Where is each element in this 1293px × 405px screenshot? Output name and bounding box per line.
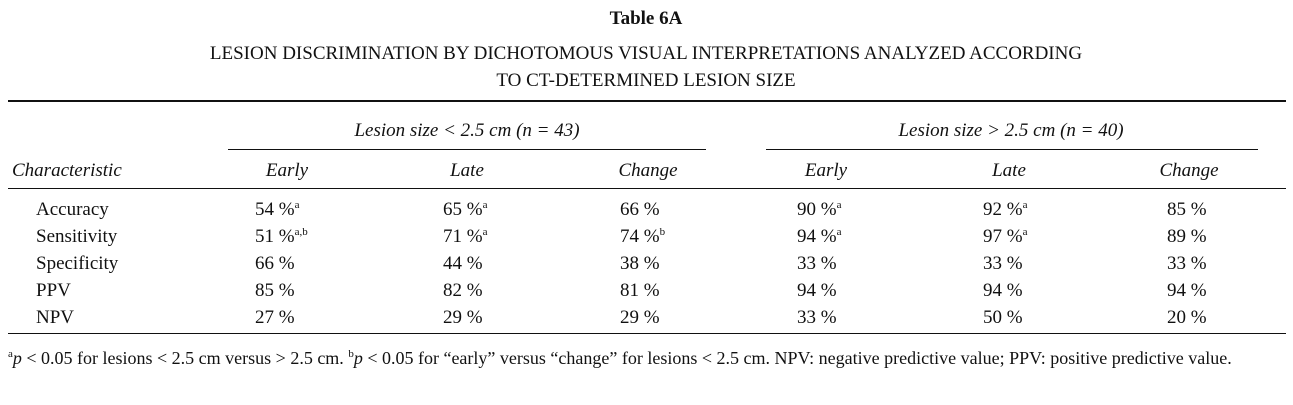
cell-value: 94 % <box>797 280 837 301</box>
cell-value: 89 % <box>1167 226 1207 247</box>
cell: 51 %a,b <box>255 226 308 247</box>
cell: 33 % <box>983 254 1023 273</box>
column-header: Change <box>1159 160 1219 181</box>
cell: 74 %b <box>620 226 666 247</box>
cell: 65 %a <box>443 199 488 220</box>
cell: 97 %a <box>983 226 1028 247</box>
footnote-text: a <box>8 348 13 360</box>
cell-value: 50 % <box>983 307 1023 328</box>
cell: 71 %a <box>443 226 488 247</box>
cell-value: 33 % <box>983 253 1023 274</box>
cell-value: 66 % <box>255 253 295 274</box>
footnote-text: < 0.05 for lesions < 2.5 cm versus > 2.5… <box>21 348 349 368</box>
cell: 94 % <box>1167 281 1207 300</box>
footnote-mark: a,b <box>294 226 308 238</box>
footnote-text: b <box>348 348 354 360</box>
footnote-mark: b <box>659 226 666 238</box>
cell: 66 % <box>255 254 295 273</box>
top-rule <box>8 100 1286 102</box>
footnote-mark: a <box>836 226 842 238</box>
cell-value: 66 % <box>620 199 660 220</box>
cell: 44 % <box>443 254 483 273</box>
cell: 38 % <box>620 254 660 273</box>
cell: 85 % <box>1167 200 1207 219</box>
footnote-mark: a <box>482 199 488 211</box>
footnote-mark: a <box>482 226 488 238</box>
row-label: Sensitivity <box>36 226 118 247</box>
row-label: PPV <box>36 280 71 301</box>
cell: 66 % <box>620 200 660 219</box>
subtitle-line: TO CT-DETERMINED LESION SIZE <box>496 70 796 91</box>
cell-value: 94 % <box>983 280 1023 301</box>
cell-value: 82 % <box>443 280 483 301</box>
subtitle-line: LESION DISCRIMINATION BY DICHOTOMOUS VIS… <box>209 43 1083 64</box>
cell-value: 29 % <box>620 307 660 328</box>
group-rule <box>228 149 706 150</box>
cell-value: 74 % <box>620 226 660 247</box>
cell: 92 %a <box>983 199 1028 220</box>
cell-value: 54 % <box>255 199 295 220</box>
column-header: Early <box>265 160 309 181</box>
cell-value: 38 % <box>620 253 660 274</box>
cell: 81 % <box>620 281 660 300</box>
cell: 85 % <box>255 281 295 300</box>
cell-value: 44 % <box>443 253 483 274</box>
column-header: Late <box>992 160 1026 181</box>
column-header: Change <box>618 160 678 181</box>
cell: 50 % <box>983 308 1023 327</box>
footnote-text: p <box>353 348 363 368</box>
cell-value: 97 % <box>983 226 1023 247</box>
cell: 27 % <box>255 308 295 327</box>
cell: 94 %a <box>797 226 842 247</box>
footnote-mark: a <box>294 199 300 211</box>
row-label: Accuracy <box>36 199 109 220</box>
cell-value: 33 % <box>797 253 837 274</box>
footnote: ap < 0.05 for lesions < 2.5 cm versus > … <box>8 345 1286 371</box>
cell: 29 % <box>620 308 660 327</box>
row-label: Specificity <box>36 253 119 274</box>
footnote-mark: a <box>1022 199 1028 211</box>
cell-value: 27 % <box>255 307 295 328</box>
cell-value: 33 % <box>797 307 837 328</box>
cell: 20 % <box>1167 308 1207 327</box>
cell-value: 94 % <box>797 226 837 247</box>
cell: 33 % <box>1167 254 1207 273</box>
cell: 33 % <box>797 308 837 327</box>
column-header: Late <box>450 160 484 181</box>
footnote-text: p <box>12 348 22 368</box>
cell: 94 % <box>983 281 1023 300</box>
cell-value: 94 % <box>1167 280 1207 301</box>
cell-value: 90 % <box>797 199 837 220</box>
cell-value: 85 % <box>255 280 295 301</box>
footnote-text: < 0.05 for “early” versus “change” for l… <box>362 348 1232 368</box>
cell: 54 %a <box>255 199 300 220</box>
column-header: Characteristic <box>12 160 122 181</box>
cell-value: 33 % <box>1167 253 1207 274</box>
footnote-mark: a <box>836 199 842 211</box>
cell: 33 % <box>797 254 837 273</box>
cell: 94 % <box>797 281 837 300</box>
cell-value: 81 % <box>620 280 660 301</box>
cell-value: 85 % <box>1167 199 1207 220</box>
group-header: Lesion size < 2.5 cm (n = 43) <box>354 120 580 141</box>
cell: 82 % <box>443 281 483 300</box>
row-label: NPV <box>36 307 75 328</box>
header-rule <box>8 188 1286 189</box>
cell-value: 29 % <box>443 307 483 328</box>
footnote-mark: a <box>1022 226 1028 238</box>
cell: 89 % <box>1167 227 1207 246</box>
cell-value: 92 % <box>983 199 1023 220</box>
cell-value: 71 % <box>443 226 483 247</box>
table-title: Table 6A <box>609 8 683 29</box>
cell-value: 65 % <box>443 199 483 220</box>
group-header: Lesion size > 2.5 cm (n = 40) <box>898 120 1124 141</box>
column-header: Early <box>804 160 848 181</box>
cell-value: 51 % <box>255 226 295 247</box>
bottom-rule <box>8 333 1286 334</box>
cell: 29 % <box>443 308 483 327</box>
cell-value: 20 % <box>1167 307 1207 328</box>
cell: 90 %a <box>797 199 842 220</box>
group-rule <box>766 149 1258 150</box>
